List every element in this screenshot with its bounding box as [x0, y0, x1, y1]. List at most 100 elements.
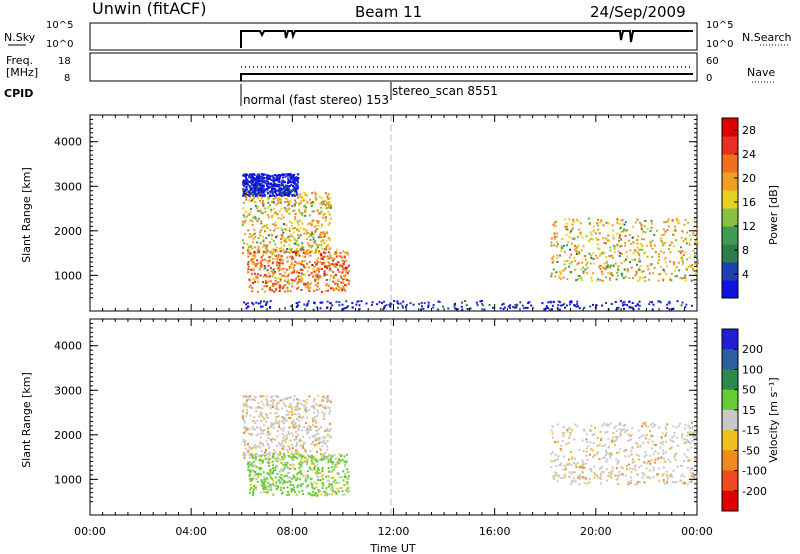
scatter-cell: [347, 264, 350, 267]
scatter-cell: [306, 454, 309, 457]
scatter-cell: [612, 229, 615, 232]
scatter-cell: [284, 465, 287, 468]
colorbar-tick: 15: [742, 404, 756, 417]
scatter-cell: [243, 419, 246, 422]
scatter-cell: [337, 285, 340, 288]
scatter-cell: [661, 234, 664, 237]
scatter-cell: [649, 462, 652, 465]
scatter-cell: [259, 395, 262, 398]
scatter-cell: [283, 426, 285, 429]
scatter-cell: [302, 493, 305, 495]
scatter-cell: [514, 303, 517, 306]
scatter-cell: [693, 255, 696, 258]
scatter-cell: [248, 213, 251, 216]
scatter-cell: [301, 489, 304, 492]
scatter-cell: [293, 176, 296, 179]
scatter-cell: [323, 452, 325, 455]
scatter-cell: [626, 465, 628, 467]
scatter-cell: [291, 488, 294, 491]
scatter-cell: [358, 304, 361, 307]
scatter-cell: [552, 268, 555, 271]
scatter-cell: [283, 448, 286, 451]
scatter-cell: [279, 489, 282, 491]
scatter-cell: [264, 230, 266, 233]
colorbar-swatch: [722, 208, 738, 227]
scatter-cell: [641, 476, 644, 479]
scatter-cell: [344, 472, 347, 475]
scatter-cell: [253, 416, 256, 419]
time-axis: 00:00 04:00 08:00 12:00 16:00 20:00 00:00: [74, 525, 713, 538]
scatter-cell: [312, 423, 314, 426]
scatter-cell: [652, 272, 655, 275]
scatter-cell: [577, 305, 580, 308]
scatter-cell: [244, 194, 246, 197]
scatter-cell: [265, 251, 268, 254]
scatter-cell: [602, 471, 605, 474]
scatter-cell: [265, 398, 268, 401]
scatter-cell: [313, 289, 316, 292]
scatter-cell: [286, 448, 289, 451]
scatter-cell: [286, 461, 289, 464]
scatter-cell: [331, 287, 334, 290]
scatter-cell: [278, 265, 281, 268]
scatter-cell: [328, 247, 331, 250]
scatter-cell: [694, 434, 697, 437]
scatter-cell: [272, 471, 274, 474]
scatter-cell: [286, 204, 289, 207]
scatter-cell: [676, 465, 679, 468]
scatter-cell: [268, 280, 271, 283]
scatter-cell: [638, 267, 641, 270]
scatter-cell: [637, 454, 640, 457]
scatter-cell: [641, 248, 644, 251]
scatter-cell: [273, 290, 276, 293]
scatter-cell: [327, 467, 330, 469]
scatter-cell: [272, 201, 275, 204]
scatter-cell: [248, 469, 251, 472]
scatter-cell: [300, 199, 303, 202]
scatter-cell: [578, 307, 581, 310]
scatter-cell: [303, 442, 306, 445]
scatter-cell: [265, 177, 268, 180]
scatter-cell: [302, 251, 305, 254]
scatter-cell: [271, 183, 274, 186]
scatter-cell: [663, 481, 666, 484]
scatter-cell: [267, 216, 270, 219]
scatter-cell: [401, 304, 404, 307]
scatter-cell: [560, 445, 563, 447]
scatter-cell: [611, 274, 614, 277]
scatter-cell: [621, 473, 624, 476]
scatter-cell: [312, 275, 315, 278]
scatter-cell: [563, 263, 566, 266]
scatter-cell: [303, 232, 306, 235]
scatter-cell: [294, 199, 297, 202]
scatter-cell: [622, 223, 624, 226]
scatter-cell: [246, 411, 249, 414]
scatter-cell: [338, 304, 341, 307]
scatter-cell: [568, 427, 571, 430]
scatter-cell: [669, 260, 672, 263]
scatter-cell: [305, 229, 308, 232]
scatter-cell: [267, 181, 270, 184]
scatter-cell: [614, 262, 617, 265]
scatter-cell: [553, 460, 556, 463]
scatter-cell: [250, 188, 253, 191]
scatter-cell: [313, 302, 316, 305]
scatter-cell: [326, 300, 329, 303]
scatter-cell: [276, 202, 279, 205]
scatter-cell: [315, 248, 318, 251]
scatter-cell: [249, 176, 252, 179]
scatter-cell: [242, 414, 244, 417]
scatter-cell: [618, 470, 621, 473]
scatter-cell: [260, 210, 263, 213]
scatter-cell: [286, 481, 289, 484]
scatter-cell: [267, 261, 270, 264]
scatter-cell: [326, 195, 329, 198]
scatter-cell: [326, 282, 329, 285]
scatter-cell: [567, 241, 570, 244]
scatter-cell: [622, 304, 625, 307]
scatter-cell: [322, 439, 325, 442]
scatter-cell: [674, 269, 676, 272]
scatter-cell: [344, 267, 347, 270]
scatter-cell: [601, 445, 604, 447]
